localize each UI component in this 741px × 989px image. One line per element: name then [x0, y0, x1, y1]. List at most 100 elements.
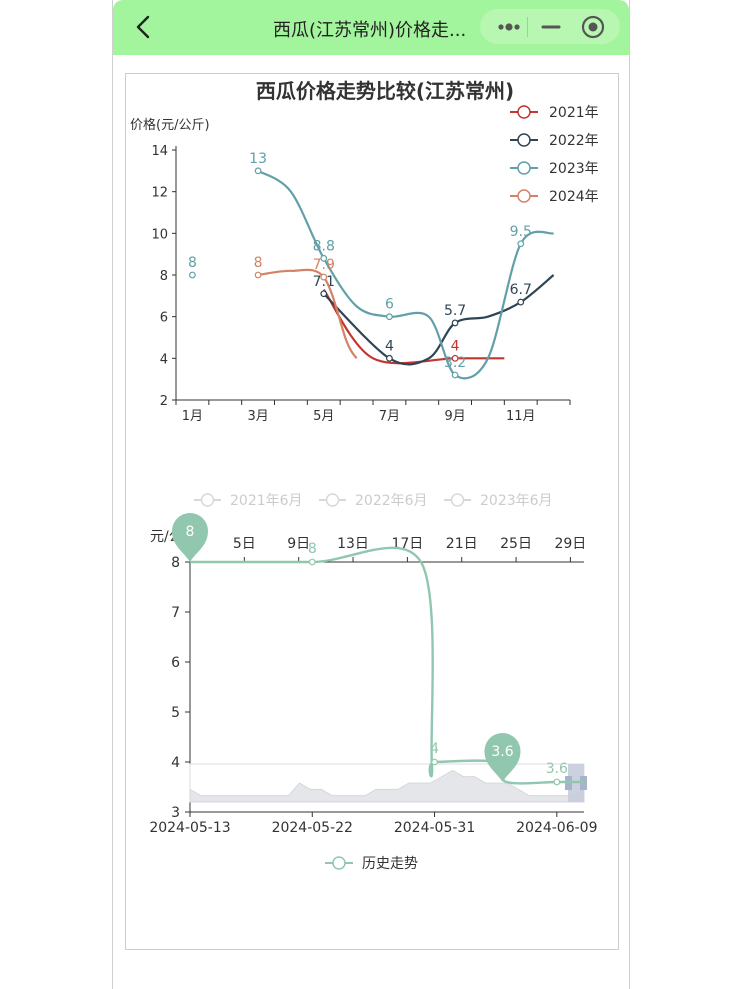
data-point — [386, 354, 393, 362]
data-label: 4 — [451, 338, 460, 354]
data-point — [189, 271, 196, 279]
legend-label: 2024年 — [549, 189, 599, 205]
data-label: 8 — [254, 255, 263, 271]
data-label: 3.2 — [444, 355, 466, 371]
data-point — [517, 298, 525, 306]
data-label: 4 — [430, 741, 439, 757]
data-label: 5.7 — [444, 303, 466, 319]
chevron-left-icon[interactable] — [127, 10, 161, 44]
data-point — [517, 240, 525, 248]
x-tick-label: 5月 — [313, 409, 334, 424]
data-point — [431, 758, 438, 766]
data-point — [308, 558, 316, 566]
navigation-bar: 西瓜(江苏常州)价格走... — [113, 0, 629, 55]
y-tick-label: 6 — [160, 311, 168, 326]
y-tick-label: 4 — [171, 755, 180, 771]
data-point — [553, 778, 561, 786]
y-tick-label: 10 — [151, 227, 168, 242]
charts-canvas: 西瓜价格走势比较(江苏常州) 价格(元/公斤) 2021年2022年2023年2… — [130, 79, 599, 872]
history-series-layer: 8 4 3.6 8 3.6 — [172, 513, 584, 786]
legend-circle-marker — [200, 493, 215, 507]
data-label: 7.9 — [313, 257, 335, 273]
data-point — [451, 354, 459, 362]
legend-label: 2022年6月 — [355, 493, 428, 509]
y-tick-label: 12 — [151, 186, 168, 201]
chart-title: 西瓜价格走势比较(江苏常州) — [256, 79, 514, 103]
top-tick-label: 5日 — [233, 536, 256, 552]
y-tick-label: 8 — [160, 269, 168, 284]
chart-legend: 2021年 2022年 2023年 2024年 — [510, 105, 599, 205]
data-label: 8.8 — [313, 238, 335, 254]
x-tick-label: 2024-05-22 — [272, 820, 353, 836]
data-point — [451, 371, 459, 379]
x-tick-label: 2024-05-13 — [149, 820, 230, 836]
legend-circle-marker — [450, 493, 465, 507]
mini-program-window: 西瓜(江苏常州)价格走... 西瓜价格走势比较(江苏常州) 价格(元/公斤) 2… — [112, 0, 630, 989]
data-label: 6 — [385, 297, 394, 313]
target-circle-icon[interactable] — [579, 13, 607, 41]
x-tick-label: 2024-06-09 — [516, 820, 597, 836]
y-tick-label: 8 — [171, 555, 180, 571]
datazoom-preview-area — [189, 769, 585, 803]
x-tick-label: 1月 — [182, 409, 203, 424]
data-point — [320, 254, 328, 262]
pin-marker-label: 8 — [186, 524, 195, 540]
data-label: 6.7 — [510, 282, 532, 298]
x-tick-label: 2024-05-31 — [394, 820, 475, 836]
top-tick-label: 9日 — [287, 536, 310, 552]
legend-label: 2023年 — [549, 161, 599, 177]
series-line — [257, 169, 554, 380]
data-point — [451, 319, 459, 327]
data-label: 8 — [308, 541, 317, 557]
top-tick-label: 25日 — [500, 536, 532, 552]
x-tick-label: 11月 — [506, 409, 536, 424]
data-label: 13 — [249, 151, 267, 167]
capsule-menu — [480, 9, 620, 44]
pin-marker — [484, 733, 521, 782]
y-tick-label: 14 — [151, 144, 168, 159]
legend-label: 2023年6月 — [480, 493, 553, 509]
bottom-legend[interactable]: 历史走势 — [325, 856, 418, 872]
legend-label: 2021年6月 — [230, 493, 303, 509]
data-label: 4 — [385, 338, 394, 354]
y-tick-label: 2 — [160, 394, 168, 409]
x-tick-label: 9月 — [444, 409, 465, 424]
chart-panel: 西瓜价格走势比较(江苏常州) 价格(元/公斤) 2021年 2022年 2023年 2… — [125, 73, 619, 950]
x-tick-label: 7月 — [379, 409, 400, 424]
chart-axes: 2 4 6 8 10 12 14 1月 3月 5月 7月 9月 11月 — [151, 144, 571, 424]
legend-circle-marker — [517, 189, 531, 203]
legend-label: 2021年 — [549, 105, 599, 121]
data-point — [254, 167, 262, 175]
legend-circle-marker — [325, 493, 340, 507]
legend-label: 历史走势 — [362, 856, 418, 872]
top-tick-label: 29日 — [554, 536, 586, 552]
pin-marker — [172, 513, 208, 562]
page-title: 西瓜(江苏常州)价格走... — [273, 20, 467, 41]
history-line — [190, 546, 584, 785]
minus-icon[interactable] — [536, 15, 566, 39]
y-tick-label: 6 — [171, 655, 180, 671]
legend-circle-marker — [517, 161, 531, 175]
legend-circle-marker — [517, 133, 531, 147]
y-tick-label: 7 — [171, 605, 180, 621]
y-tick-label: 4 — [160, 352, 168, 367]
legend-circle-marker — [517, 105, 531, 119]
capsule-divider — [527, 17, 528, 37]
data-point — [254, 271, 262, 279]
data-point — [320, 290, 328, 298]
top-tick-label: 13日 — [337, 536, 369, 552]
data-label: 9.5 — [510, 224, 532, 240]
top-legend: 2021年6月 2022年6月 2023年6月 — [194, 493, 553, 509]
data-label: 8 — [188, 255, 197, 271]
data-point — [386, 313, 393, 321]
data-point — [320, 273, 328, 281]
top-tick-label: 21日 — [446, 536, 478, 552]
y-axis-label: 价格(元/公斤) — [130, 117, 210, 133]
y-tick-label: 3 — [171, 805, 180, 821]
more-dots-icon[interactable] — [492, 15, 526, 39]
data-label: 3.6 — [546, 761, 568, 777]
pin-marker-label: 3.6 — [491, 744, 513, 760]
y-tick-label: 5 — [171, 705, 180, 721]
